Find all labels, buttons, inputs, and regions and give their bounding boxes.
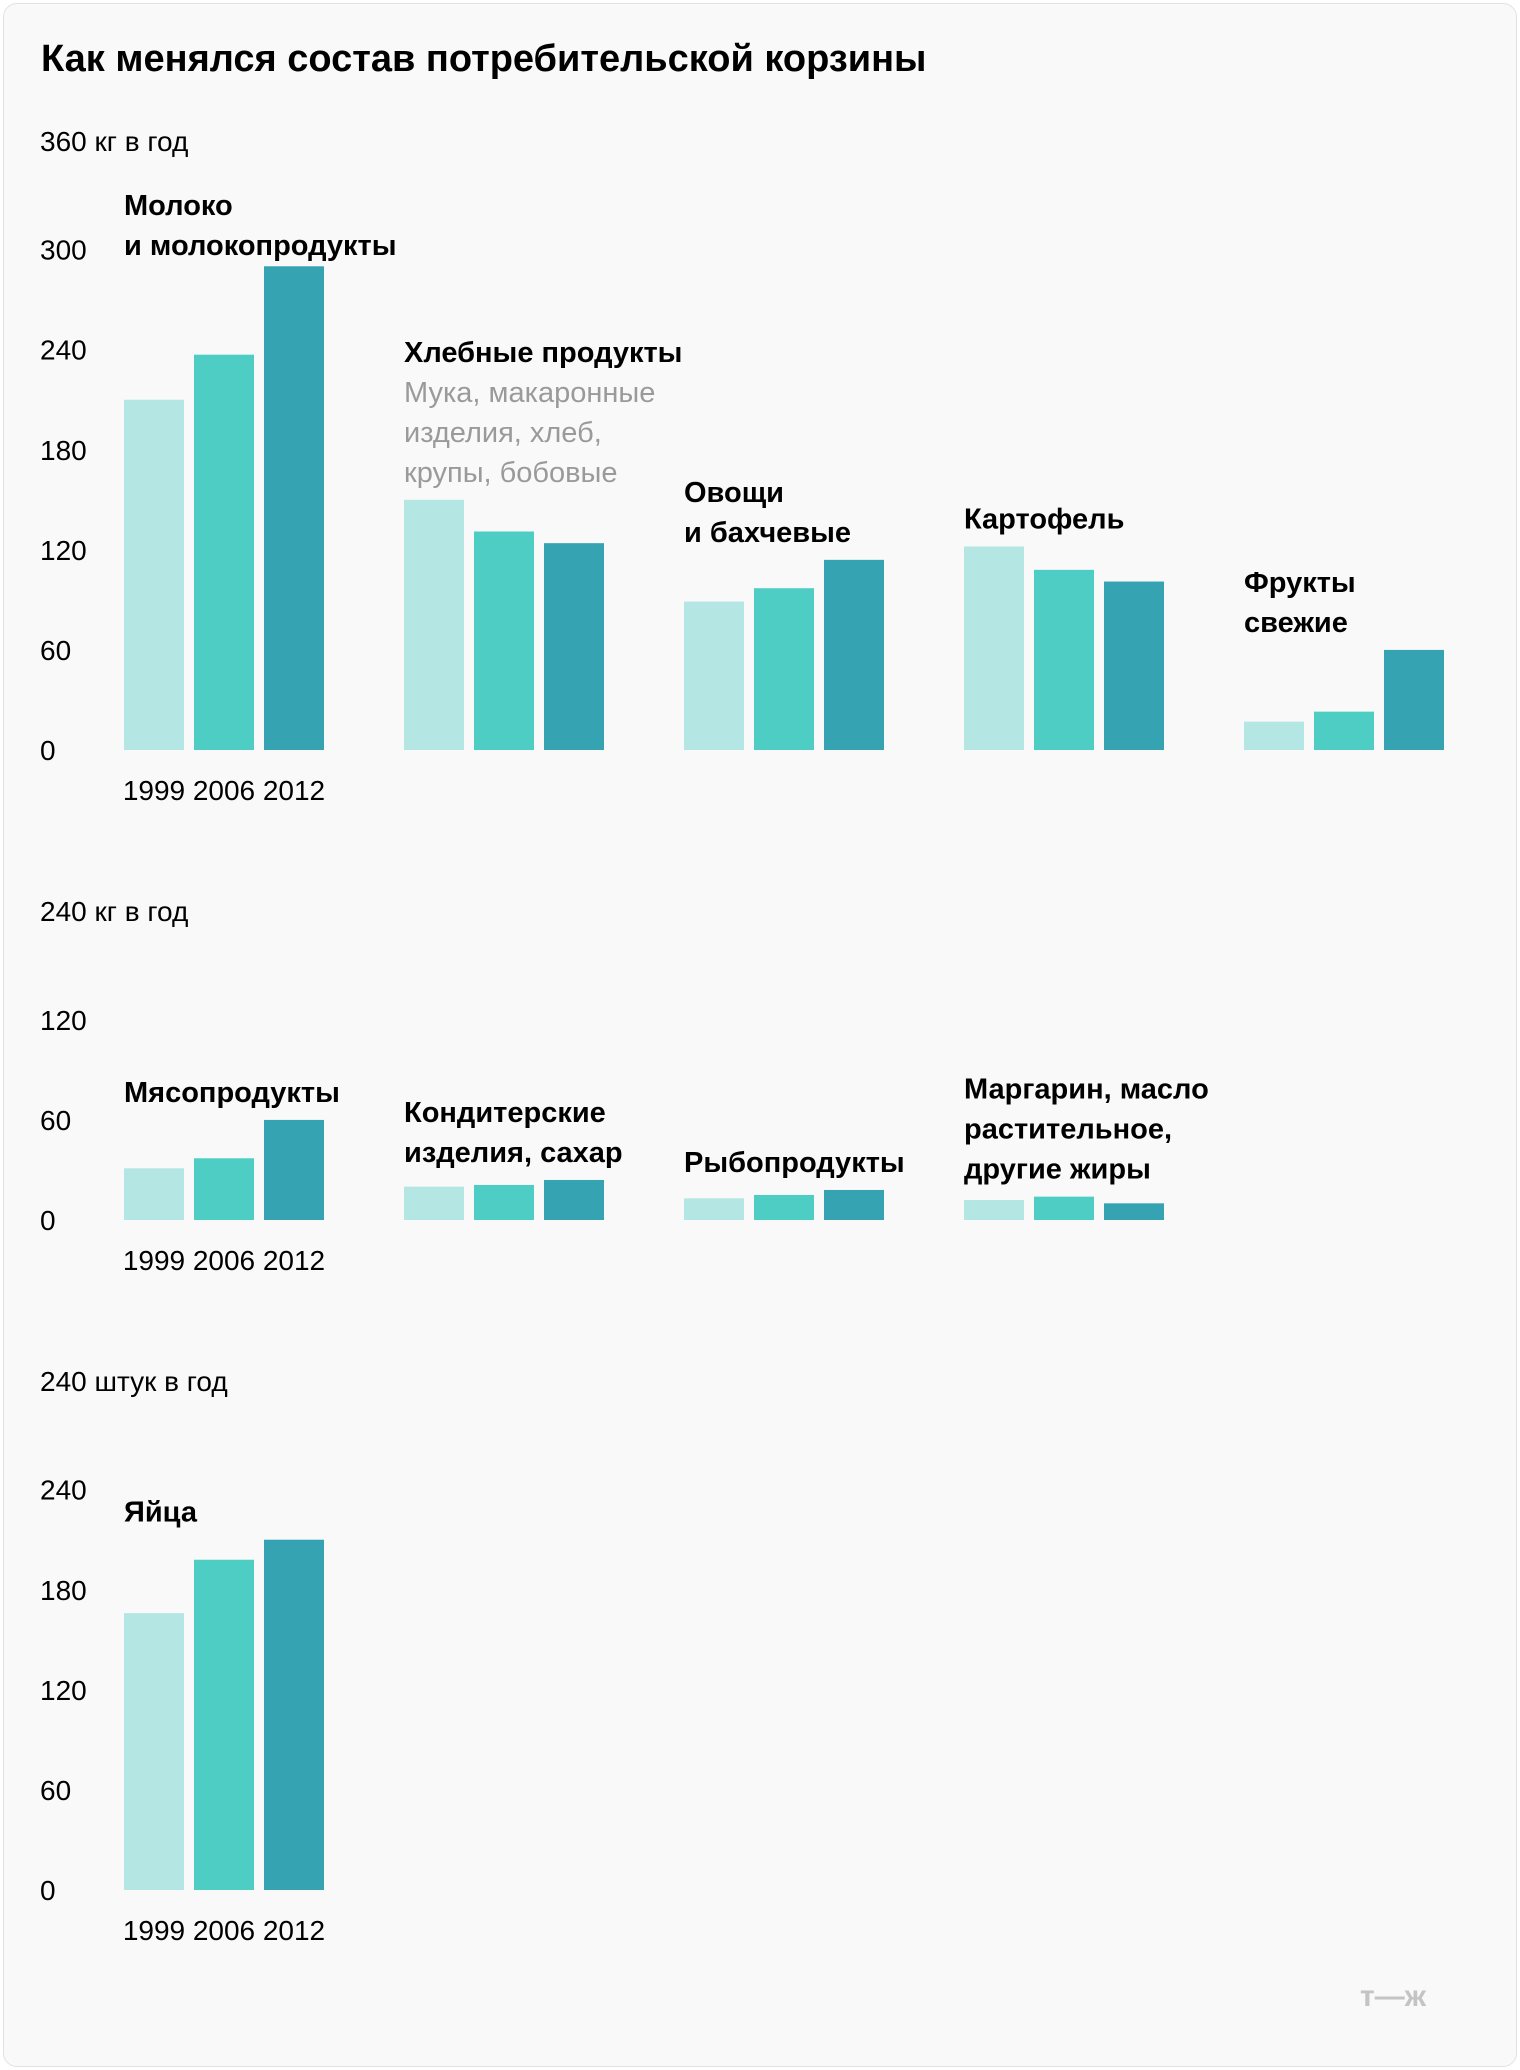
x-tick-label: 2006 [193, 1245, 255, 1276]
bar-2012 [264, 1119, 324, 1220]
unit-label: 360 кг в год [40, 126, 188, 157]
group-name-label: Маргарин, масло [964, 1074, 1209, 1106]
x-tick-label: 2006 [193, 1915, 255, 1946]
chart-title: Как менялся состав потребительской корзи… [41, 38, 927, 80]
bar-1999 [964, 1199, 1024, 1220]
bar-1999 [684, 1198, 744, 1220]
y-tick-label: 120 [40, 535, 87, 566]
y-tick-label: 180 [40, 1575, 87, 1606]
x-tick-label: 1999 [123, 1915, 185, 1946]
unit-label: 240 кг в год [40, 896, 188, 927]
brand-logo: т—ж [1360, 1980, 1426, 2013]
bar-2006 [754, 588, 814, 750]
group-subtitle-label: крупы, бобовые [404, 457, 618, 489]
bar-2012 [1104, 1203, 1164, 1220]
bar-2012 [1104, 581, 1164, 750]
bar-1999 [964, 546, 1024, 750]
group-name-label: Хлебные продукты [404, 337, 682, 369]
x-tick-label: 2012 [263, 1245, 325, 1276]
group-name-label: Овощи [684, 477, 784, 509]
group-name-label: Мясопродукты [124, 1077, 340, 1109]
bar-1999 [404, 499, 464, 750]
x-tick-label: 1999 [123, 775, 185, 806]
group-name-label: и бахчевые [684, 517, 851, 549]
bar-1999 [1244, 721, 1304, 750]
y-tick-label: 180 [40, 435, 87, 466]
bar-1999 [684, 601, 744, 750]
bar-2012 [544, 543, 604, 750]
group-name-label: Кондитерские [404, 1097, 606, 1129]
x-tick-label: 1999 [123, 1245, 185, 1276]
y-tick-label: 120 [40, 1005, 87, 1036]
bar-1999 [124, 1613, 184, 1890]
group-name-label: Рыбопродукты [684, 1147, 905, 1179]
group-name-label: Молоко [124, 190, 233, 222]
y-tick-label: 0 [40, 1205, 56, 1236]
y-tick-label: 240 [40, 335, 87, 366]
group-name-label: Фрукты [1244, 567, 1356, 599]
bar-1999 [124, 1168, 184, 1220]
bar-2006 [754, 1194, 814, 1220]
group-name-label: другие жиры [964, 1154, 1151, 1186]
y-tick-label: 60 [40, 1775, 71, 1806]
bar-2006 [194, 1559, 254, 1890]
x-tick-label: 2012 [263, 775, 325, 806]
bar-1999 [404, 1186, 464, 1220]
bar-2006 [1034, 1196, 1094, 1220]
bar-1999 [124, 399, 184, 750]
group-name-label: Картофель [964, 504, 1124, 536]
bar-2012 [824, 1189, 884, 1220]
bar-2012 [264, 266, 324, 750]
group-name-label: Яйца [124, 1497, 198, 1529]
group-name-label: изделия, сахар [404, 1137, 623, 1169]
bar-2006 [474, 531, 534, 750]
chart-card [3, 3, 1517, 2067]
x-tick-label: 2006 [193, 775, 255, 806]
y-tick-label: 0 [40, 1875, 56, 1906]
y-tick-label: 120 [40, 1675, 87, 1706]
bar-2012 [1384, 649, 1444, 750]
bar-2012 [264, 1539, 324, 1890]
unit-label: 240 штук в год [40, 1366, 228, 1397]
bar-2006 [474, 1184, 534, 1220]
group-subtitle-label: Мука, макаронные [404, 377, 655, 409]
x-tick-label: 2012 [263, 1915, 325, 1946]
group-name-label: и молокопродукты [124, 230, 396, 262]
group-subtitle-label: изделия, хлеб, [404, 417, 602, 449]
bar-2012 [824, 559, 884, 750]
group-name-label: растительное, [964, 1114, 1172, 1146]
y-tick-label: 240 [40, 1475, 87, 1506]
bar-2006 [194, 1158, 254, 1220]
y-tick-label: 60 [40, 1105, 71, 1136]
bar-2012 [544, 1179, 604, 1220]
y-tick-label: 300 [40, 235, 87, 266]
bar-2006 [1314, 711, 1374, 750]
group-name-label: свежие [1244, 607, 1348, 639]
y-tick-label: 0 [40, 735, 56, 766]
y-tick-label: 60 [40, 635, 71, 666]
bar-2006 [194, 354, 254, 750]
bar-2006 [1034, 569, 1094, 750]
